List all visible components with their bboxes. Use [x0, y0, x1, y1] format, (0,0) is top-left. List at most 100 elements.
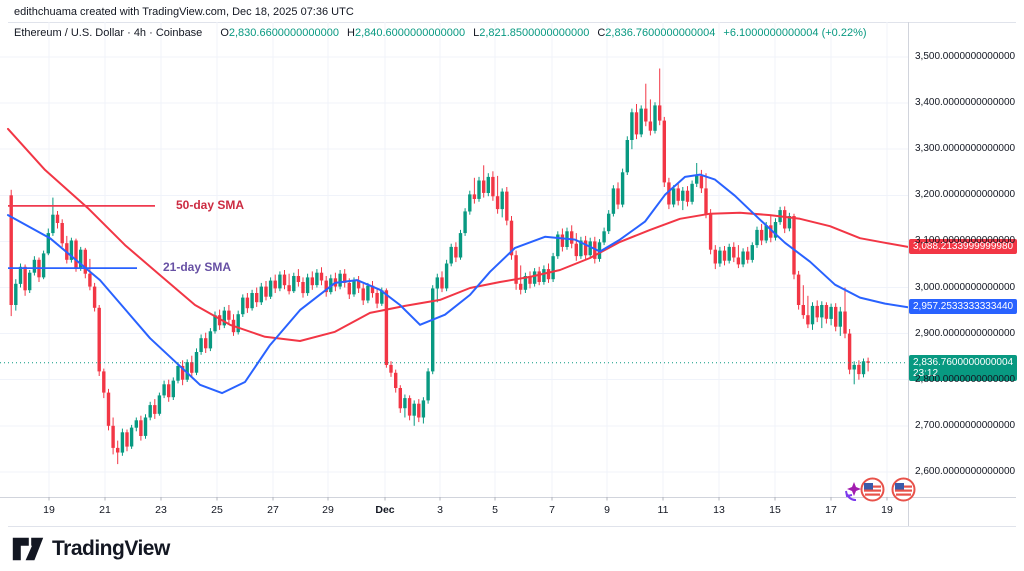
candle	[375, 293, 379, 304]
candle	[755, 229, 759, 246]
candle	[292, 276, 296, 292]
time-tick-label: 11	[657, 504, 669, 516]
time-tick-label: 17	[825, 504, 837, 516]
candle	[167, 384, 171, 398]
candle	[361, 288, 365, 301]
candle	[708, 213, 713, 250]
candle	[602, 231, 606, 243]
candle	[783, 210, 787, 229]
low-value: 2,821.8500000000000	[479, 27, 590, 39]
candle	[593, 241, 597, 259]
candle	[273, 280, 277, 289]
candle	[176, 365, 180, 381]
close-label: C	[597, 27, 606, 39]
candle	[551, 256, 555, 280]
candle	[583, 240, 588, 256]
time-tick-label: 13	[713, 504, 725, 516]
time-axis[interactable]: 19 21 23 25 27 29 Dec 3 5 7 9 11 13 15 17 19	[0, 497, 908, 525]
candle	[750, 245, 754, 260]
price-axis[interactable]: 3,088.2133999999980 2,957.2533333333440 …	[908, 22, 1024, 526]
candle	[722, 250, 727, 261]
candle	[347, 282, 351, 295]
us-flag-icon[interactable]	[860, 477, 885, 502]
candle	[356, 280, 361, 289]
candle	[421, 400, 426, 418]
sma21-price-badge: 2,957.2533333333440	[909, 299, 1018, 315]
sma21-annotation-label[interactable]: 21-day SMA	[163, 260, 232, 275]
candle	[801, 305, 805, 316]
candle	[431, 288, 435, 372]
candle	[60, 223, 64, 244]
candle	[370, 285, 375, 294]
candle	[815, 305, 819, 318]
time-tick-label: 3	[437, 504, 443, 516]
21-SMA-line	[7, 173, 908, 395]
price-tick-label: 2,900.0000000000000	[915, 327, 1016, 339]
candle	[222, 310, 226, 326]
candle	[88, 273, 92, 287]
candle	[23, 266, 27, 291]
candle	[338, 273, 342, 287]
candle	[41, 253, 46, 278]
candle	[759, 229, 764, 241]
candle	[690, 183, 694, 202]
candle	[255, 293, 259, 303]
candle	[301, 282, 305, 294]
top-border	[8, 22, 1016, 23]
symbol-title[interactable]: Ethereum / U.S. Dollar · 4h · Coinbase	[14, 27, 203, 39]
event-markers[interactable]	[844, 477, 916, 502]
tradingview-logo-text: TradingView	[52, 537, 170, 560]
candle	[236, 314, 240, 333]
candle	[732, 246, 736, 258]
candle	[574, 243, 578, 257]
candle	[69, 240, 74, 260]
candle	[143, 417, 148, 436]
time-tick-label: 19	[43, 504, 55, 516]
candle	[468, 194, 472, 212]
candle	[426, 371, 430, 401]
candle	[570, 231, 574, 244]
price-tick-label: 3,000.0000000000000	[915, 281, 1016, 293]
50-SMA-line	[7, 127, 908, 342]
candle	[125, 432, 129, 447]
time-tick-label: 19	[881, 504, 893, 516]
watermark: edithchuama created with TradingView.com…	[14, 6, 354, 18]
candle	[796, 274, 801, 305]
candle	[532, 271, 537, 284]
candle	[542, 269, 546, 282]
high-value: 2,840.6000000000000	[354, 27, 466, 39]
candle	[588, 241, 592, 256]
time-tick-label: 23	[155, 504, 167, 516]
candle	[695, 175, 699, 184]
candle	[620, 172, 625, 205]
candle	[704, 188, 708, 214]
tradingview-logo[interactable]: TradingView	[12, 536, 170, 562]
candle	[560, 234, 565, 247]
candle	[79, 249, 83, 269]
time-tick-label: 25	[211, 504, 223, 516]
time-axis-border	[0, 497, 1016, 498]
candle	[380, 290, 384, 304]
candle	[190, 362, 194, 373]
candle	[55, 214, 60, 223]
candle	[658, 105, 662, 121]
candle	[556, 234, 560, 257]
candle	[630, 112, 634, 140]
candle	[727, 246, 731, 261]
candle	[282, 274, 287, 286]
candle	[398, 388, 402, 409]
candle	[102, 371, 106, 393]
time-tick-label: 7	[549, 504, 555, 516]
candle	[523, 276, 528, 290]
chart-canvas[interactable]	[0, 0, 908, 530]
candle	[491, 176, 495, 197]
candle	[259, 286, 263, 303]
candle	[268, 280, 273, 297]
sma50-annotation-label[interactable]: 50-day SMA	[176, 197, 245, 212]
economic-event-icon[interactable]	[844, 478, 866, 502]
candle	[139, 420, 143, 436]
us-flag-icon[interactable]	[891, 477, 916, 502]
candle	[116, 447, 120, 453]
last-price-badge: 2,836.7600000000004 23:12	[909, 354, 1018, 381]
